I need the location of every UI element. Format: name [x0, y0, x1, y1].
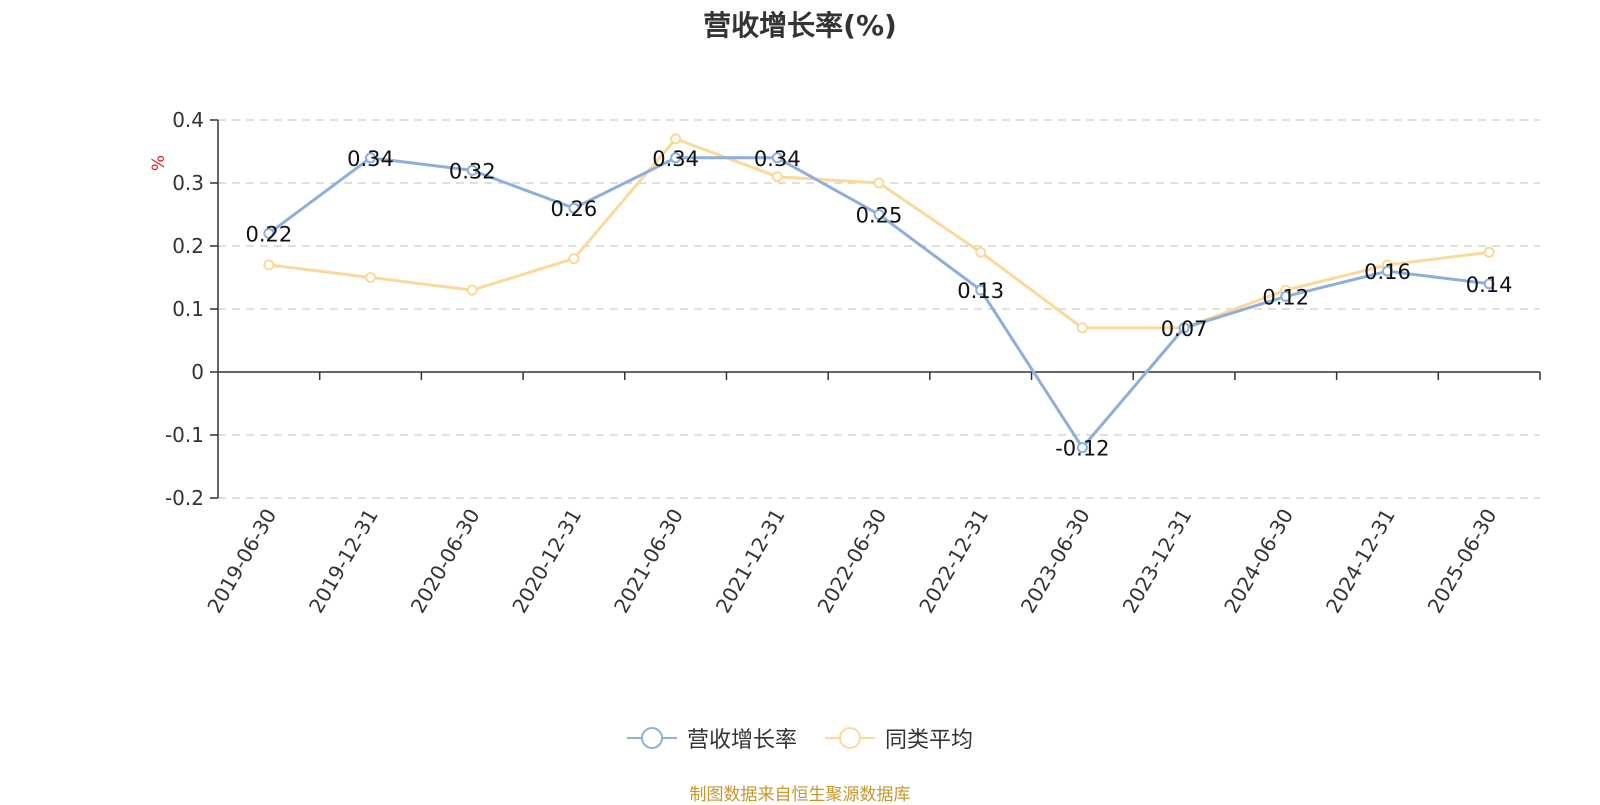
data-labels: 0.22 0.34 0.32 0.26 0.34 0.34 0.25 0.13 -0.12 0.0…	[245, 147, 1512, 461]
x-tick-label: 2021-12-31	[711, 505, 790, 618]
legend-line-circle-icon	[626, 727, 677, 749]
x-tick-label: 2023-12-31	[1118, 505, 1197, 618]
data-point	[1483, 278, 1495, 290]
x-tick-label: 2024-06-30	[1219, 505, 1298, 618]
legend-label: 同类平均	[885, 728, 974, 753]
data-point	[263, 259, 275, 271]
axes: -0.2 -0.1 0 0.1 0.2 0.3 0.4% 2019-06-30 2019-12-…	[149, 108, 1541, 618]
data-label: 0.22	[245, 222, 292, 246]
x-tick-label: 2020-12-31	[507, 505, 586, 618]
data-point	[568, 202, 580, 214]
y-tick-label: -0.2	[165, 486, 204, 510]
legend-line-circle-icon	[825, 727, 875, 749]
x-tick-label: 2025-06-30	[1423, 505, 1502, 618]
data-point	[975, 246, 987, 258]
x-tick-label: 2019-06-30	[202, 505, 281, 618]
data-point	[873, 209, 885, 220]
x-tick-label: 2022-06-30	[812, 505, 891, 618]
series-points	[263, 133, 1495, 454]
data-point	[670, 152, 682, 164]
data-point	[771, 152, 783, 164]
y-tick-label: 0.2	[172, 234, 204, 258]
data-point	[771, 171, 783, 183]
data-label: 0.16	[1364, 260, 1411, 284]
grid-lines	[218, 119, 1540, 499]
data-point	[975, 284, 987, 296]
data-label: 0.25	[856, 204, 903, 228]
data-label: 0.34	[347, 147, 394, 171]
y-axis-label: %	[149, 155, 169, 171]
source-note: 制图数据来自恒生聚源数据库	[689, 785, 911, 805]
legend: 营收增长率 同类平均	[0, 722, 1600, 754]
y-tick-label: 0.3	[172, 171, 204, 195]
x-tick-label: 2021-06-30	[609, 505, 688, 618]
x-tick-label: 2022-12-31	[914, 505, 993, 618]
data-label: 0.12	[1262, 285, 1309, 309]
chart-title: 营收增长率(%)	[703, 9, 897, 42]
y-tick-label: 0.4	[172, 108, 204, 132]
data-point	[1280, 290, 1292, 302]
data-point	[1076, 442, 1088, 454]
data-label: 0.32	[449, 159, 496, 183]
data-point	[1178, 322, 1190, 334]
data-label: 0.34	[652, 147, 699, 171]
data-point	[263, 227, 275, 239]
x-tick-label: 2019-12-31	[304, 505, 383, 618]
legend-item-revenue-growth[interactable]: 营收增长率	[626, 722, 797, 754]
y-tick-label: -0.1	[165, 423, 204, 447]
data-point	[365, 152, 377, 164]
data-label: 0.07	[1161, 317, 1208, 341]
data-point	[670, 133, 682, 145]
data-point	[1076, 322, 1088, 334]
x-tick-label: 2023-06-30	[1016, 505, 1095, 618]
legend-item-peer-average[interactable]: 同类平均	[825, 722, 973, 754]
data-point	[466, 164, 478, 176]
data-point	[873, 177, 885, 189]
legend-label: 营收增长率	[686, 728, 797, 753]
data-point	[1483, 246, 1495, 258]
x-tick-label: 2020-06-30	[406, 505, 485, 618]
data-label: 0.14	[1466, 273, 1513, 297]
data-label: 0.34	[754, 147, 801, 171]
data-point	[568, 253, 580, 265]
data-label: 0.26	[551, 197, 598, 221]
data-point	[466, 284, 478, 296]
x-tick-label: 2024-12-31	[1321, 505, 1400, 618]
data-label: -0.12	[1055, 437, 1109, 461]
data-label: 0.13	[957, 279, 1004, 303]
data-point	[1381, 265, 1393, 277]
y-tick-label: 0.1	[172, 297, 204, 321]
data-point	[365, 272, 377, 283]
y-tick-label: 0	[191, 360, 204, 384]
